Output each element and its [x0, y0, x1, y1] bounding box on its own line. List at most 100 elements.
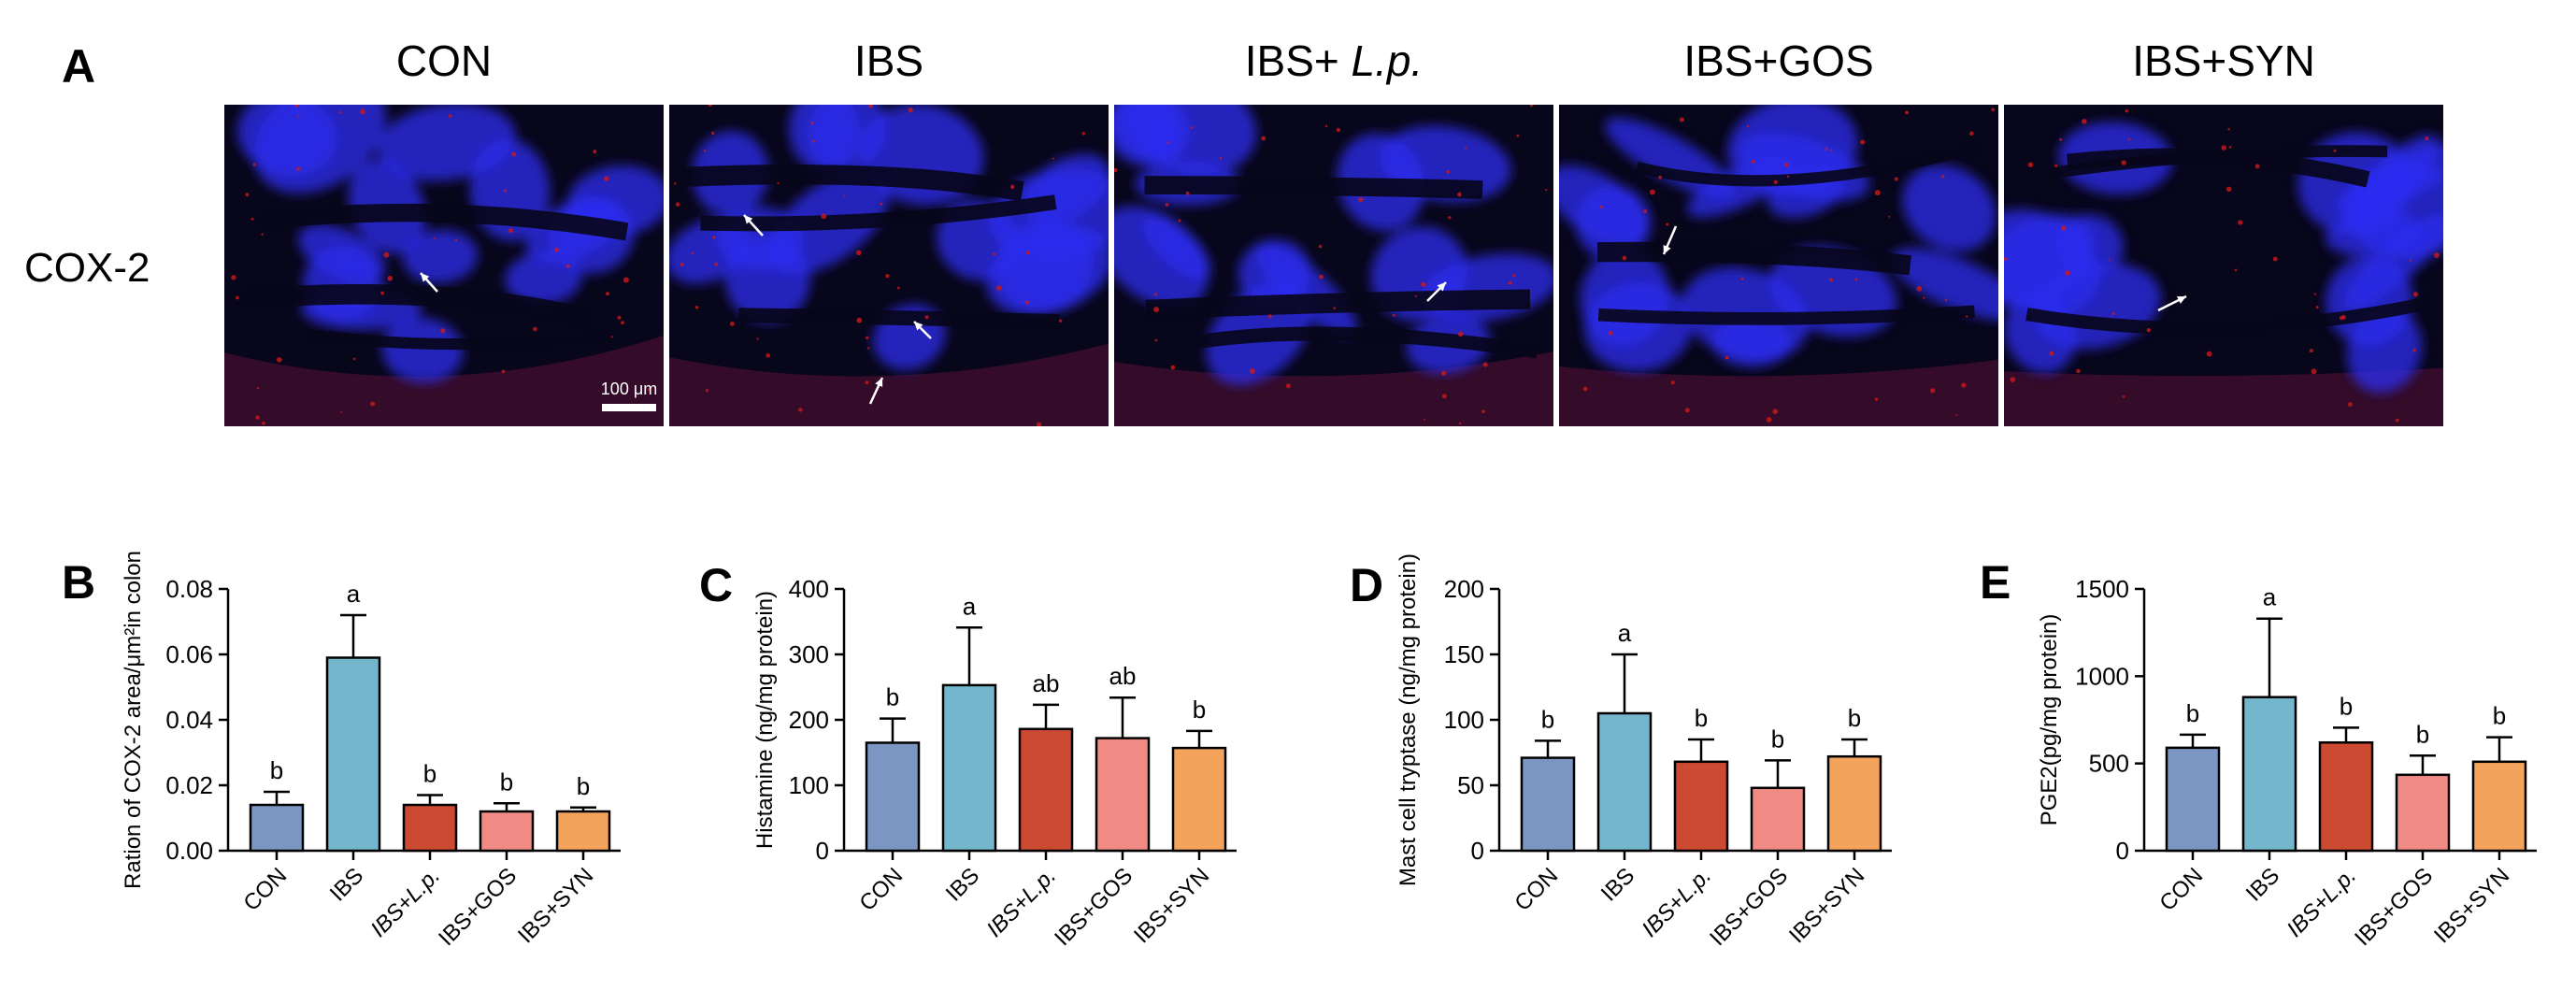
arrow-annotation-icon	[2157, 294, 2187, 312]
y-tick-label: 100	[789, 771, 829, 799]
y-tick-label: 0.08	[165, 575, 213, 603]
x-tick-label: IBS+L.p.	[982, 863, 1062, 942]
x-tick-label: IBS+SYN	[1129, 863, 1214, 948]
significance-letter: b	[1848, 704, 1861, 732]
bar-0	[2165, 746, 2221, 853]
significance-letter: a	[1618, 619, 1632, 647]
bar-2	[1673, 760, 1729, 853]
y-tick-label: 1500	[2075, 575, 2129, 603]
y-axis-label: Mast cell tryptase (ng/mg protein)	[1395, 553, 1421, 886]
y-tick-label: 500	[2089, 750, 2129, 778]
group-header-italic: L.p.	[1351, 36, 1424, 85]
chart-panel-c: C 0 100 200 300 400 Histamine (ng/mg protein) b…	[699, 559, 1237, 951]
row-label-cox2: COX-2	[24, 245, 150, 291]
significance-letter: a	[347, 580, 361, 608]
scale-bar	[602, 404, 656, 411]
significance-letter: b	[500, 768, 513, 796]
x-tick-label: IBS+SYN	[1784, 863, 1869, 948]
x-tick-label: CON	[238, 863, 292, 916]
muscle-layer	[1559, 359, 1998, 426]
group-header-4: IBS+SYN	[2001, 36, 2446, 86]
x-tick-label: IBS	[941, 863, 984, 906]
significance-letter: b	[2340, 692, 2353, 720]
significance-letter: ab	[1033, 669, 1060, 697]
significance-letter: b	[1771, 725, 1784, 753]
group-header-main: IBS	[853, 36, 924, 85]
significance-letter: b	[2416, 720, 2429, 748]
x-tick-label: IBS+GOS	[1050, 863, 1138, 951]
micrograph-image	[2004, 105, 2443, 426]
y-tick-label: 0.02	[165, 771, 213, 799]
bar-2	[2318, 741, 2374, 853]
micrograph-2	[1114, 105, 1553, 426]
arrow-annotation-icon	[868, 377, 884, 405]
scale-bar-label: 100 μm	[601, 380, 657, 398]
y-tick-label: 50	[1457, 771, 1484, 799]
chart-panel-e: E 0 500 1000 1500 PGE2(pg/mg protein) b CON a IBS…	[1980, 556, 2537, 951]
x-tick-label: IBS+SYN	[513, 863, 598, 948]
group-header-0: CON	[222, 36, 666, 86]
x-tick-label: IBS+L.p.	[1638, 863, 1717, 942]
micrograph-3	[1559, 105, 1998, 426]
significance-letter: b	[1193, 696, 1206, 724]
y-tick-label: 100	[1444, 706, 1484, 734]
y-tick-label: 0.00	[165, 837, 213, 865]
y-tick-label: 0	[2116, 837, 2129, 865]
bar-1	[1596, 711, 1653, 853]
significance-letter: b	[1695, 704, 1708, 732]
micrograph-4	[2004, 105, 2443, 426]
chart-panel-b: B 0.00 0.02 0.04 0.06 0.08 Ration of COX-2 are…	[62, 551, 621, 951]
significance-letter: b	[2493, 702, 2506, 730]
arrow-annotation-icon	[743, 214, 764, 237]
x-tick-label: IBS+L.p.	[366, 863, 446, 942]
y-axis-label: Ration of COX-2 area/μm²in colon	[121, 551, 146, 889]
micrograph-image	[1114, 105, 1553, 426]
x-tick-label: IBS	[2241, 863, 2284, 906]
y-tick-label: 200	[1444, 575, 1484, 603]
x-tick-label: CON	[854, 863, 908, 916]
micrograph-image	[1559, 105, 1998, 426]
y-tick-label: 0.04	[165, 706, 213, 734]
significance-letter: b	[270, 756, 283, 784]
x-tick-label: IBS+GOS	[2350, 863, 2438, 951]
y-tick-label: 400	[789, 575, 829, 603]
group-header-2: IBS+ L.p.	[1111, 36, 1556, 86]
significance-letter: ab	[1109, 662, 1137, 690]
group-header-main: IBS+	[1244, 36, 1352, 85]
bar-1	[2241, 696, 2297, 853]
x-tick-label: IBS+GOS	[434, 863, 522, 951]
x-tick-label: IBS+GOS	[1705, 863, 1793, 951]
y-tick-label: 0	[816, 837, 829, 865]
y-tick-label: 200	[789, 706, 829, 734]
mucosa-folds	[669, 105, 1109, 370]
bar-4	[555, 810, 611, 853]
bar-2	[402, 803, 458, 853]
x-tick-label: IBS+L.p.	[2283, 863, 2362, 942]
panel-letter: B	[62, 556, 95, 609]
group-header-main: CON	[395, 36, 493, 85]
group-header-3: IBS+GOS	[1556, 36, 2001, 86]
significance-letter: a	[2263, 583, 2277, 611]
bar-4	[2471, 760, 2527, 853]
y-tick-label: 1000	[2075, 662, 2129, 690]
panel-letter: D	[1350, 559, 1383, 611]
y-axis-label: PGE2(pg/mg protein)	[2037, 614, 2062, 826]
arrow-annotation-icon	[1662, 225, 1678, 255]
bar-0	[1520, 756, 1576, 853]
significance-letter: b	[886, 683, 899, 711]
arrow-annotation-icon	[420, 272, 438, 293]
bar-0	[249, 803, 305, 853]
bar-3	[1095, 737, 1151, 853]
bar-3	[2395, 773, 2451, 853]
significance-letter: b	[2186, 699, 2199, 727]
micrograph-image: 100 μm	[224, 105, 664, 426]
bar-0	[865, 741, 921, 853]
x-tick-label: IBS	[325, 863, 368, 906]
bar-3	[1750, 786, 1806, 853]
x-tick-label: CON	[1510, 863, 1563, 916]
bar-1	[325, 656, 381, 853]
y-tick-label: 300	[789, 640, 829, 668]
muscle-layer	[669, 343, 1109, 426]
micrograph-1	[669, 105, 1109, 426]
muscle-layer	[2004, 367, 2443, 426]
